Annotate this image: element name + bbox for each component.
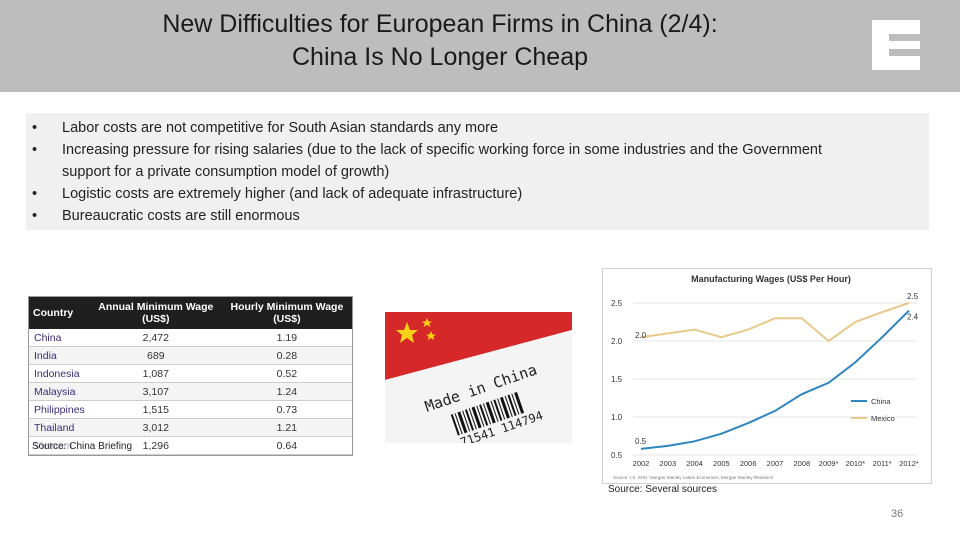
bullet-panel: Labor costs are not competitive for Sout… [26,113,929,230]
x-tick-label: 2003 [659,459,676,468]
cell-country: Philippines [29,400,90,419]
manufacturing-wages-chart: Manufacturing Wages (US$ Per Hour) Sourc… [602,268,932,484]
cell-annual: 1,087 [89,364,222,383]
cell-hourly: 1.21 [221,418,352,437]
cell-annual: 2,472 [89,329,222,347]
y-tick-label: 1.5 [611,375,623,384]
data-label: 0.5 [635,437,647,446]
x-tick-label: 2002 [633,459,650,468]
column-header-hourly: Hourly Minimum Wage (US$) [221,297,352,329]
x-tick-label: 2010* [846,459,866,468]
flag-big-star [396,322,418,343]
legend-label: China [871,397,891,406]
brand-logo [872,20,920,70]
y-tick-label: 2.0 [611,337,623,346]
cell-hourly: 0.52 [221,364,352,383]
logo-e-gap-top [889,34,920,41]
table-header-row: Country Annual Minimum Wage (US$) Hourly… [29,297,352,329]
series-line-mexico [640,302,910,343]
x-tick-label: 2008 [793,459,810,468]
chart-title: Manufacturing Wages (US$ Per Hour) [691,274,851,284]
x-tick-label: 2012* [899,459,919,468]
cell-country: China [29,329,90,347]
cell-hourly: 0.28 [221,346,352,365]
x-tick-label: 2005 [713,459,730,468]
cell-hourly: 0.73 [221,400,352,419]
x-tick-label: 2004 [686,459,703,468]
chart-canvas: Manufacturing Wages (US$ Per Hour) Sourc… [611,274,919,480]
logo-e-shape [872,20,920,70]
data-label: 2.4 [907,313,919,322]
x-tick-label: 2006 [740,459,757,468]
data-label: 2.5 [907,292,919,301]
photo-illustration: Made in China 71541 114794 [385,312,572,443]
flag-red-field [385,312,572,380]
bullet-item: Labor costs are not competitive for Sout… [32,117,929,139]
cell-hourly: 1.19 [221,329,352,347]
label-paper [385,330,572,443]
chart-source: Source: Several sources [608,484,717,495]
wage-table: Country Annual Minimum Wage (US$) Hourly… [29,297,352,455]
slide-title: New Difficulties for European Firms in C… [60,8,820,74]
cell-hourly: 1.24 [221,382,352,401]
made-in-china-photo: Made in China 71541 114794 [385,312,572,443]
chart-footnote: Source: I.S. SHG: Morgan Stanley Latam E… [613,475,774,480]
flag-small-star [426,331,436,340]
legend-label: Mexico [871,414,895,423]
bullet-list: Labor costs are not competitive for Sout… [26,113,929,227]
table-row: Thailand 3,012 1.21 [29,418,352,437]
table-row: China 2,472 1.19 [29,329,352,347]
data-label: 2.0 [635,331,647,340]
column-header-annual: Annual Minimum Wage (US$) [89,297,222,329]
logo-e-gap-bottom [889,49,920,56]
x-tick-label: 2009* [819,459,839,468]
table-row: Indonesia 1,087 0.52 [29,364,352,383]
series-line-china [640,309,910,450]
page-number: 36 [891,508,904,520]
x-tick-label: 2007 [767,459,784,468]
y-tick-label: 2.5 [611,299,623,308]
column-header-country: Country [29,297,90,329]
slide-header: New Difficulties for European Firms in C… [0,0,960,92]
bullet-item: Bureaucratic costs are still enormous [32,205,929,227]
bullet-item: Logistic costs are extremely higher (and… [32,183,929,205]
table-row: Malaysia 3,107 1.24 [29,382,352,401]
y-tick-label: 0.5 [611,451,623,460]
cell-annual: 1,515 [89,400,222,419]
title-line-2: China Is No Longer Cheap [291,43,589,71]
title-line-1: New Difficulties for European Firms in C… [162,10,718,38]
cell-annual: 689 [89,346,222,365]
cell-annual: 3,012 [89,418,222,437]
cell-hourly: 0.64 [221,436,352,455]
table-source: Source: China Briefing [32,441,133,452]
cell-country: Malaysia [29,382,90,401]
table-row: Philippines 1,515 0.73 [29,400,352,419]
cell-country: India [29,346,90,365]
cell-country: Indonesia [29,364,90,383]
bullet-item: Increasing pressure for rising salaries … [32,139,929,183]
flag-small-star [422,318,432,327]
cell-annual: 3,107 [89,382,222,401]
y-tick-label: 1.0 [611,413,623,422]
x-tick-label: 2011* [873,459,892,468]
minimum-wage-table: Country Annual Minimum Wage (US$) Hourly… [28,296,353,456]
cell-country: Thailand [29,418,90,437]
table-row: India 689 0.28 [29,346,352,365]
